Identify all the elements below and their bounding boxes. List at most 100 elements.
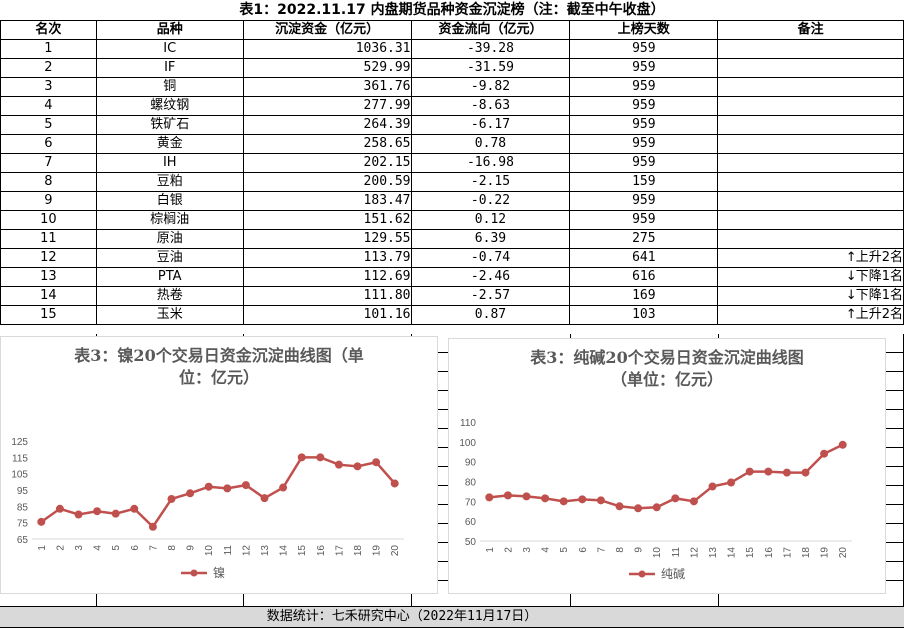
footer-source: 数据统计：七禾研究中心（2022年11月17日） xyxy=(266,609,538,624)
rank-cell: 3 xyxy=(0,77,97,97)
table-row: 10 棕榈油 151.62 0.12 959 xyxy=(0,210,904,230)
x-tick-label: 11 xyxy=(223,545,234,556)
rank-cell: 10 xyxy=(0,210,97,230)
x-tick-label: 18 xyxy=(353,545,364,557)
amount-cell: 1036.31 xyxy=(242,39,412,59)
x-tick-label: 17 xyxy=(334,545,345,557)
ranking-table: 名次 品种 沉淀资金（亿元） 资金流向（亿元） 上榜天数 备注 1 IC 1036.… xyxy=(0,20,904,325)
x-tick-label: 14 xyxy=(279,545,290,557)
x-tick-label: 1 xyxy=(485,547,496,553)
legend-label: 镍 xyxy=(213,566,225,580)
data-point xyxy=(279,483,288,492)
days-cell: 275 xyxy=(569,229,719,249)
y-tick-label: 85 xyxy=(17,502,29,513)
data-point xyxy=(764,467,773,476)
flow-cell: -2.15 xyxy=(410,172,571,192)
legend: 镍 xyxy=(181,566,225,580)
arrow-down-icon: ↓ xyxy=(845,269,857,284)
nickel-chart: 表3：镍20个交易日资金沉淀曲线图（单 位：亿元） 65 75 85 95 105 115… xyxy=(0,336,438,594)
data-point xyxy=(204,482,213,491)
note-cell xyxy=(717,191,904,211)
x-tick-label: 10 xyxy=(652,547,663,559)
note-text: 下降1名 xyxy=(855,269,903,284)
days-cell: 959 xyxy=(569,153,719,173)
days-cell: 103 xyxy=(569,305,719,325)
table-row: 2 IF 529.99 -31.59 959 xyxy=(0,58,904,78)
x-tick-label: 12 xyxy=(689,547,700,559)
soda-ash-chart-title-line1: 表3：纯碱20个交易日资金沉淀曲线图 xyxy=(530,348,804,367)
table-row: 15 玉米 101.16 0.87 103 ↑上升2名 xyxy=(0,305,904,325)
flow-cell: 0.12 xyxy=(410,210,571,230)
rank-cell: 1 xyxy=(0,39,97,59)
data-point xyxy=(820,449,829,458)
name-cell: 玉米 xyxy=(95,305,244,325)
data-point xyxy=(708,482,717,491)
days-cell: 959 xyxy=(569,115,719,135)
flow-cell: -9.82 xyxy=(410,77,571,97)
days-cell: 959 xyxy=(569,77,719,97)
data-point xyxy=(615,502,624,511)
data-point xyxy=(671,494,680,503)
header-rank: 名次 xyxy=(0,20,97,40)
amount-cell: 258.65 xyxy=(242,134,412,154)
data-point xyxy=(297,453,306,462)
x-tick-label: 12 xyxy=(241,545,252,557)
note-text: 下降1名 xyxy=(855,288,903,303)
amount-cell: 277.99 xyxy=(242,96,412,116)
header-name: 品种 xyxy=(95,20,244,40)
rank-cell: 5 xyxy=(0,115,97,135)
amount-cell: 151.62 xyxy=(242,210,412,230)
name-cell: 原油 xyxy=(95,229,244,249)
data-point xyxy=(596,496,605,505)
header-days: 上榜天数 xyxy=(569,20,719,40)
data-point xyxy=(745,467,754,476)
data-point xyxy=(652,503,661,512)
y-tick-label: 75 xyxy=(17,519,29,530)
x-tick-label: 19 xyxy=(372,545,383,557)
x-tick-label: 11 xyxy=(671,547,682,558)
x-tick-label: 13 xyxy=(260,545,271,557)
amount-cell: 202.15 xyxy=(242,153,412,173)
footer-bar: 数据统计：七禾研究中心（2022年11月17日） xyxy=(0,606,904,628)
flow-cell: 0.78 xyxy=(410,134,571,154)
name-cell: 螺纹钢 xyxy=(95,96,244,116)
soda-ash-chart-title: 表3：纯碱20个交易日资金沉淀曲线图 （单位：亿元） xyxy=(449,347,885,391)
rank-cell: 8 xyxy=(0,172,97,192)
y-tick-label: 50 xyxy=(465,537,477,548)
note-cell xyxy=(717,229,904,249)
amount-cell: 111.80 xyxy=(242,286,412,306)
rank-cell: 9 xyxy=(0,191,97,211)
name-cell: IC xyxy=(95,39,244,59)
note-cell xyxy=(717,115,904,135)
flow-cell: 0.87 xyxy=(410,305,571,325)
days-cell: 959 xyxy=(569,210,719,230)
y-tick-label: 100 xyxy=(459,438,476,449)
rank-cell: 12 xyxy=(0,248,97,268)
x-tick-label: 9 xyxy=(186,545,197,551)
table-header-row: 名次 品种 沉淀资金（亿元） 资金流向（亿元） 上榜天数 备注 xyxy=(0,20,904,40)
x-tick-label: 1 xyxy=(37,545,48,551)
y-tick-label: 60 xyxy=(465,517,477,528)
y-tick-label: 115 xyxy=(12,453,28,464)
x-tick-label: 2 xyxy=(55,545,66,551)
data-point xyxy=(148,522,157,531)
data-point xyxy=(186,489,195,498)
x-tick-label: 9 xyxy=(634,547,645,553)
amount-cell: 200.59 xyxy=(242,172,412,192)
name-cell: IF xyxy=(95,58,244,78)
amount-cell: 264.39 xyxy=(242,115,412,135)
note-cell xyxy=(717,153,904,173)
note-text: 上升2名 xyxy=(855,307,903,322)
nickel-chart-title-line2: 位：亿元） xyxy=(178,368,259,387)
amount-cell: 361.76 xyxy=(242,77,412,97)
name-cell: 黄金 xyxy=(95,134,244,154)
x-tick-label: 16 xyxy=(316,545,327,557)
name-cell: 豆油 xyxy=(95,248,244,268)
flow-cell: -31.59 xyxy=(410,58,571,78)
note-cell xyxy=(717,96,904,116)
amount-cell: 129.55 xyxy=(242,229,412,249)
rank-cell: 2 xyxy=(0,58,97,78)
note-cell xyxy=(717,210,904,230)
